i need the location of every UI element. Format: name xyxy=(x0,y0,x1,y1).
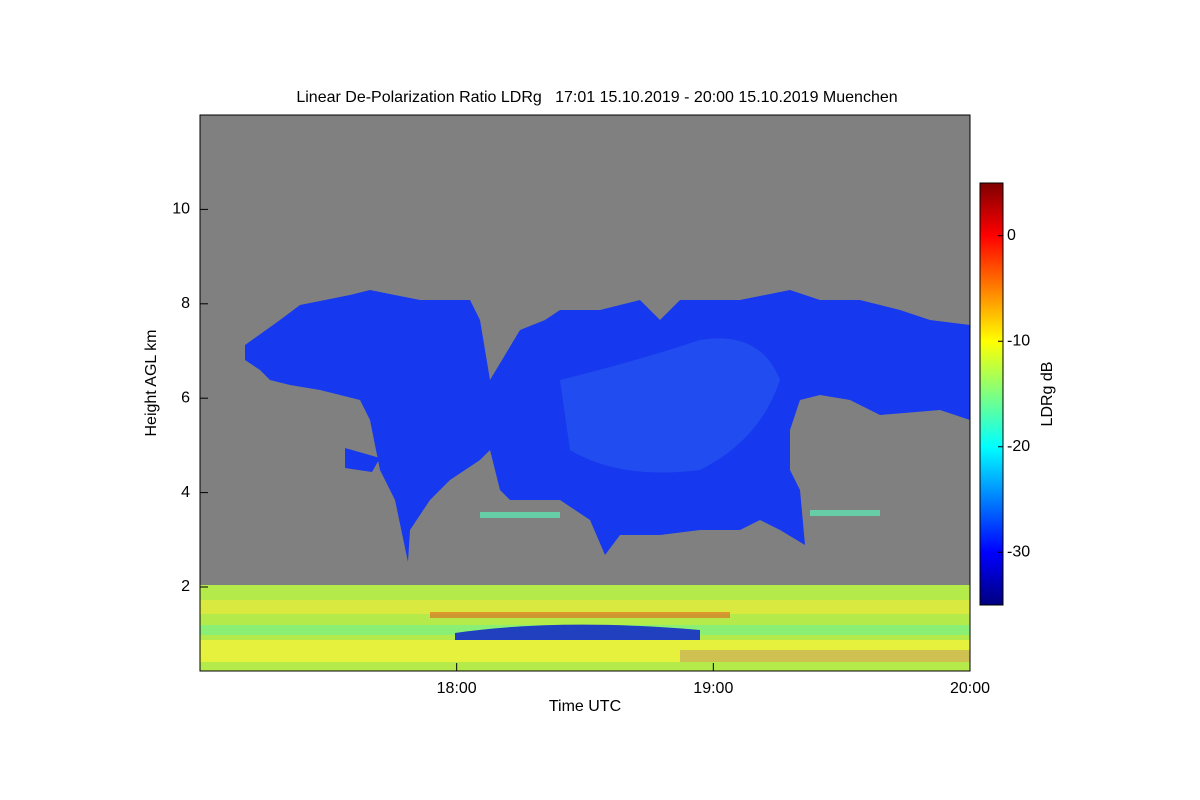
colorbar-tick-label: -30 xyxy=(1007,543,1030,560)
aerosol-layer xyxy=(680,650,970,662)
x-tick-label: 19:00 xyxy=(693,680,733,697)
colorbar-tick-label: -20 xyxy=(1007,438,1030,455)
cloud xyxy=(345,448,380,472)
x-axis-label: Time UTC xyxy=(549,698,621,715)
chart-title: Linear De-Polarization Ratio LDRg 17:01 … xyxy=(296,89,897,106)
y-tick-label: 6 xyxy=(181,389,190,406)
plot-frame xyxy=(199,114,971,672)
colorbar-tick-label: -10 xyxy=(1007,332,1030,349)
x-tick-label: 20:00 xyxy=(950,680,990,697)
cloud xyxy=(480,512,560,518)
x-tick-label: 18:00 xyxy=(437,680,477,697)
aerosol-layer xyxy=(200,600,970,614)
aerosol-layer xyxy=(455,624,700,640)
y-tick-label: 8 xyxy=(181,295,190,312)
colorbar xyxy=(979,182,1004,606)
y-tick-label: 4 xyxy=(181,484,190,501)
aerosol-layer xyxy=(430,612,730,618)
y-tick-label: 2 xyxy=(181,578,190,595)
cloud xyxy=(810,510,880,516)
y-tick-label: 10 xyxy=(172,201,190,218)
data-field xyxy=(200,290,970,671)
y-axis-label: Height AGL km xyxy=(143,329,160,436)
colorbar-label: LDRg dB xyxy=(1039,362,1056,427)
colorbar-tick-label: 0 xyxy=(1007,227,1016,244)
cloud xyxy=(560,338,780,473)
